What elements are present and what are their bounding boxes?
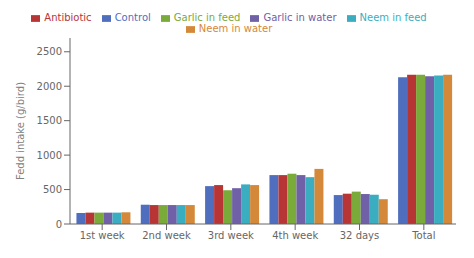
html-text:Neem in feed: Neem in feed <box>359 12 427 23</box>
html-text:Garlic in water: Garlic in water <box>263 12 337 23</box>
svg-text:1500: 1500 <box>37 115 62 126</box>
svg-text:Fedd intake (g/bird): Fedd intake (g/bird) <box>15 82 26 180</box>
svg-text:2nd week: 2nd week <box>142 230 191 241</box>
svg-text:500: 500 <box>43 184 62 195</box>
html-text:Neem in water: Neem in water <box>198 23 273 34</box>
svg-text:3rd week: 3rd week <box>208 230 254 241</box>
svg-text:32 days: 32 days <box>340 230 380 241</box>
svg-text:2500: 2500 <box>37 46 62 57</box>
svg-text:0: 0 <box>56 219 62 230</box>
svg-text:Total: Total <box>411 230 435 241</box>
svg-text:2000: 2000 <box>37 81 62 92</box>
html-text:Control: Control <box>114 12 151 23</box>
html-text:Garlic in feed: Garlic in feed <box>173 12 241 23</box>
svg-text:4th week: 4th week <box>272 230 318 241</box>
svg-text:1st week: 1st week <box>80 230 125 241</box>
svg-text:1000: 1000 <box>37 150 62 161</box>
html-text:Antibiotic: Antibiotic <box>44 12 92 23</box>
